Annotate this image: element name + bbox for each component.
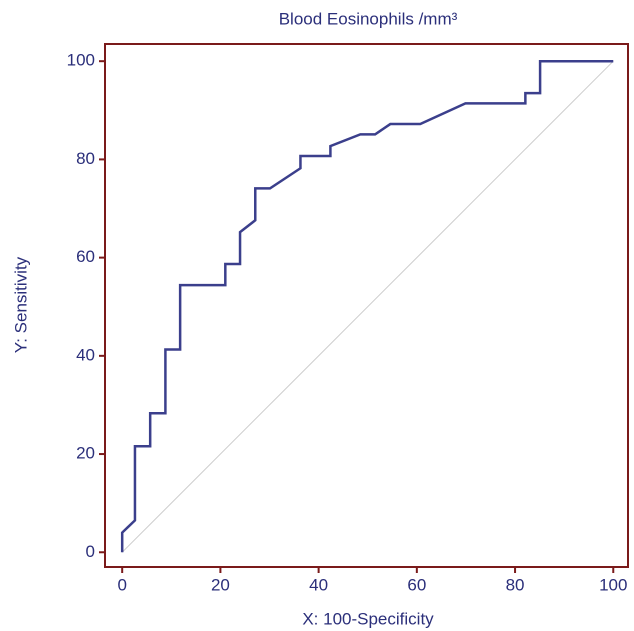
y-tick-label: 0 [86, 542, 95, 561]
x-tick-label: 80 [506, 575, 525, 594]
chart-title: Blood Eosinophils /mm³ [279, 9, 458, 28]
y-tick-label: 100 [67, 51, 95, 70]
y-tick-label: 80 [76, 149, 95, 168]
roc-curve [120, 59, 614, 553]
y-tick-label: 20 [76, 444, 95, 463]
y-tick-label: 60 [76, 247, 95, 266]
x-tick-label: 20 [211, 575, 230, 594]
reference-line [121, 60, 614, 553]
plot-frame [104, 43, 629, 568]
x-tick-label: 100 [599, 575, 627, 594]
x-tick-label: 40 [309, 575, 328, 594]
x-tick-label: 0 [117, 575, 126, 594]
x-tick-label: 60 [407, 575, 426, 594]
y-axis-label: Y: Sensitivity [11, 256, 30, 353]
y-tick-label: 40 [76, 345, 95, 364]
x-axis-label: X: 100-Specificity [302, 609, 434, 628]
